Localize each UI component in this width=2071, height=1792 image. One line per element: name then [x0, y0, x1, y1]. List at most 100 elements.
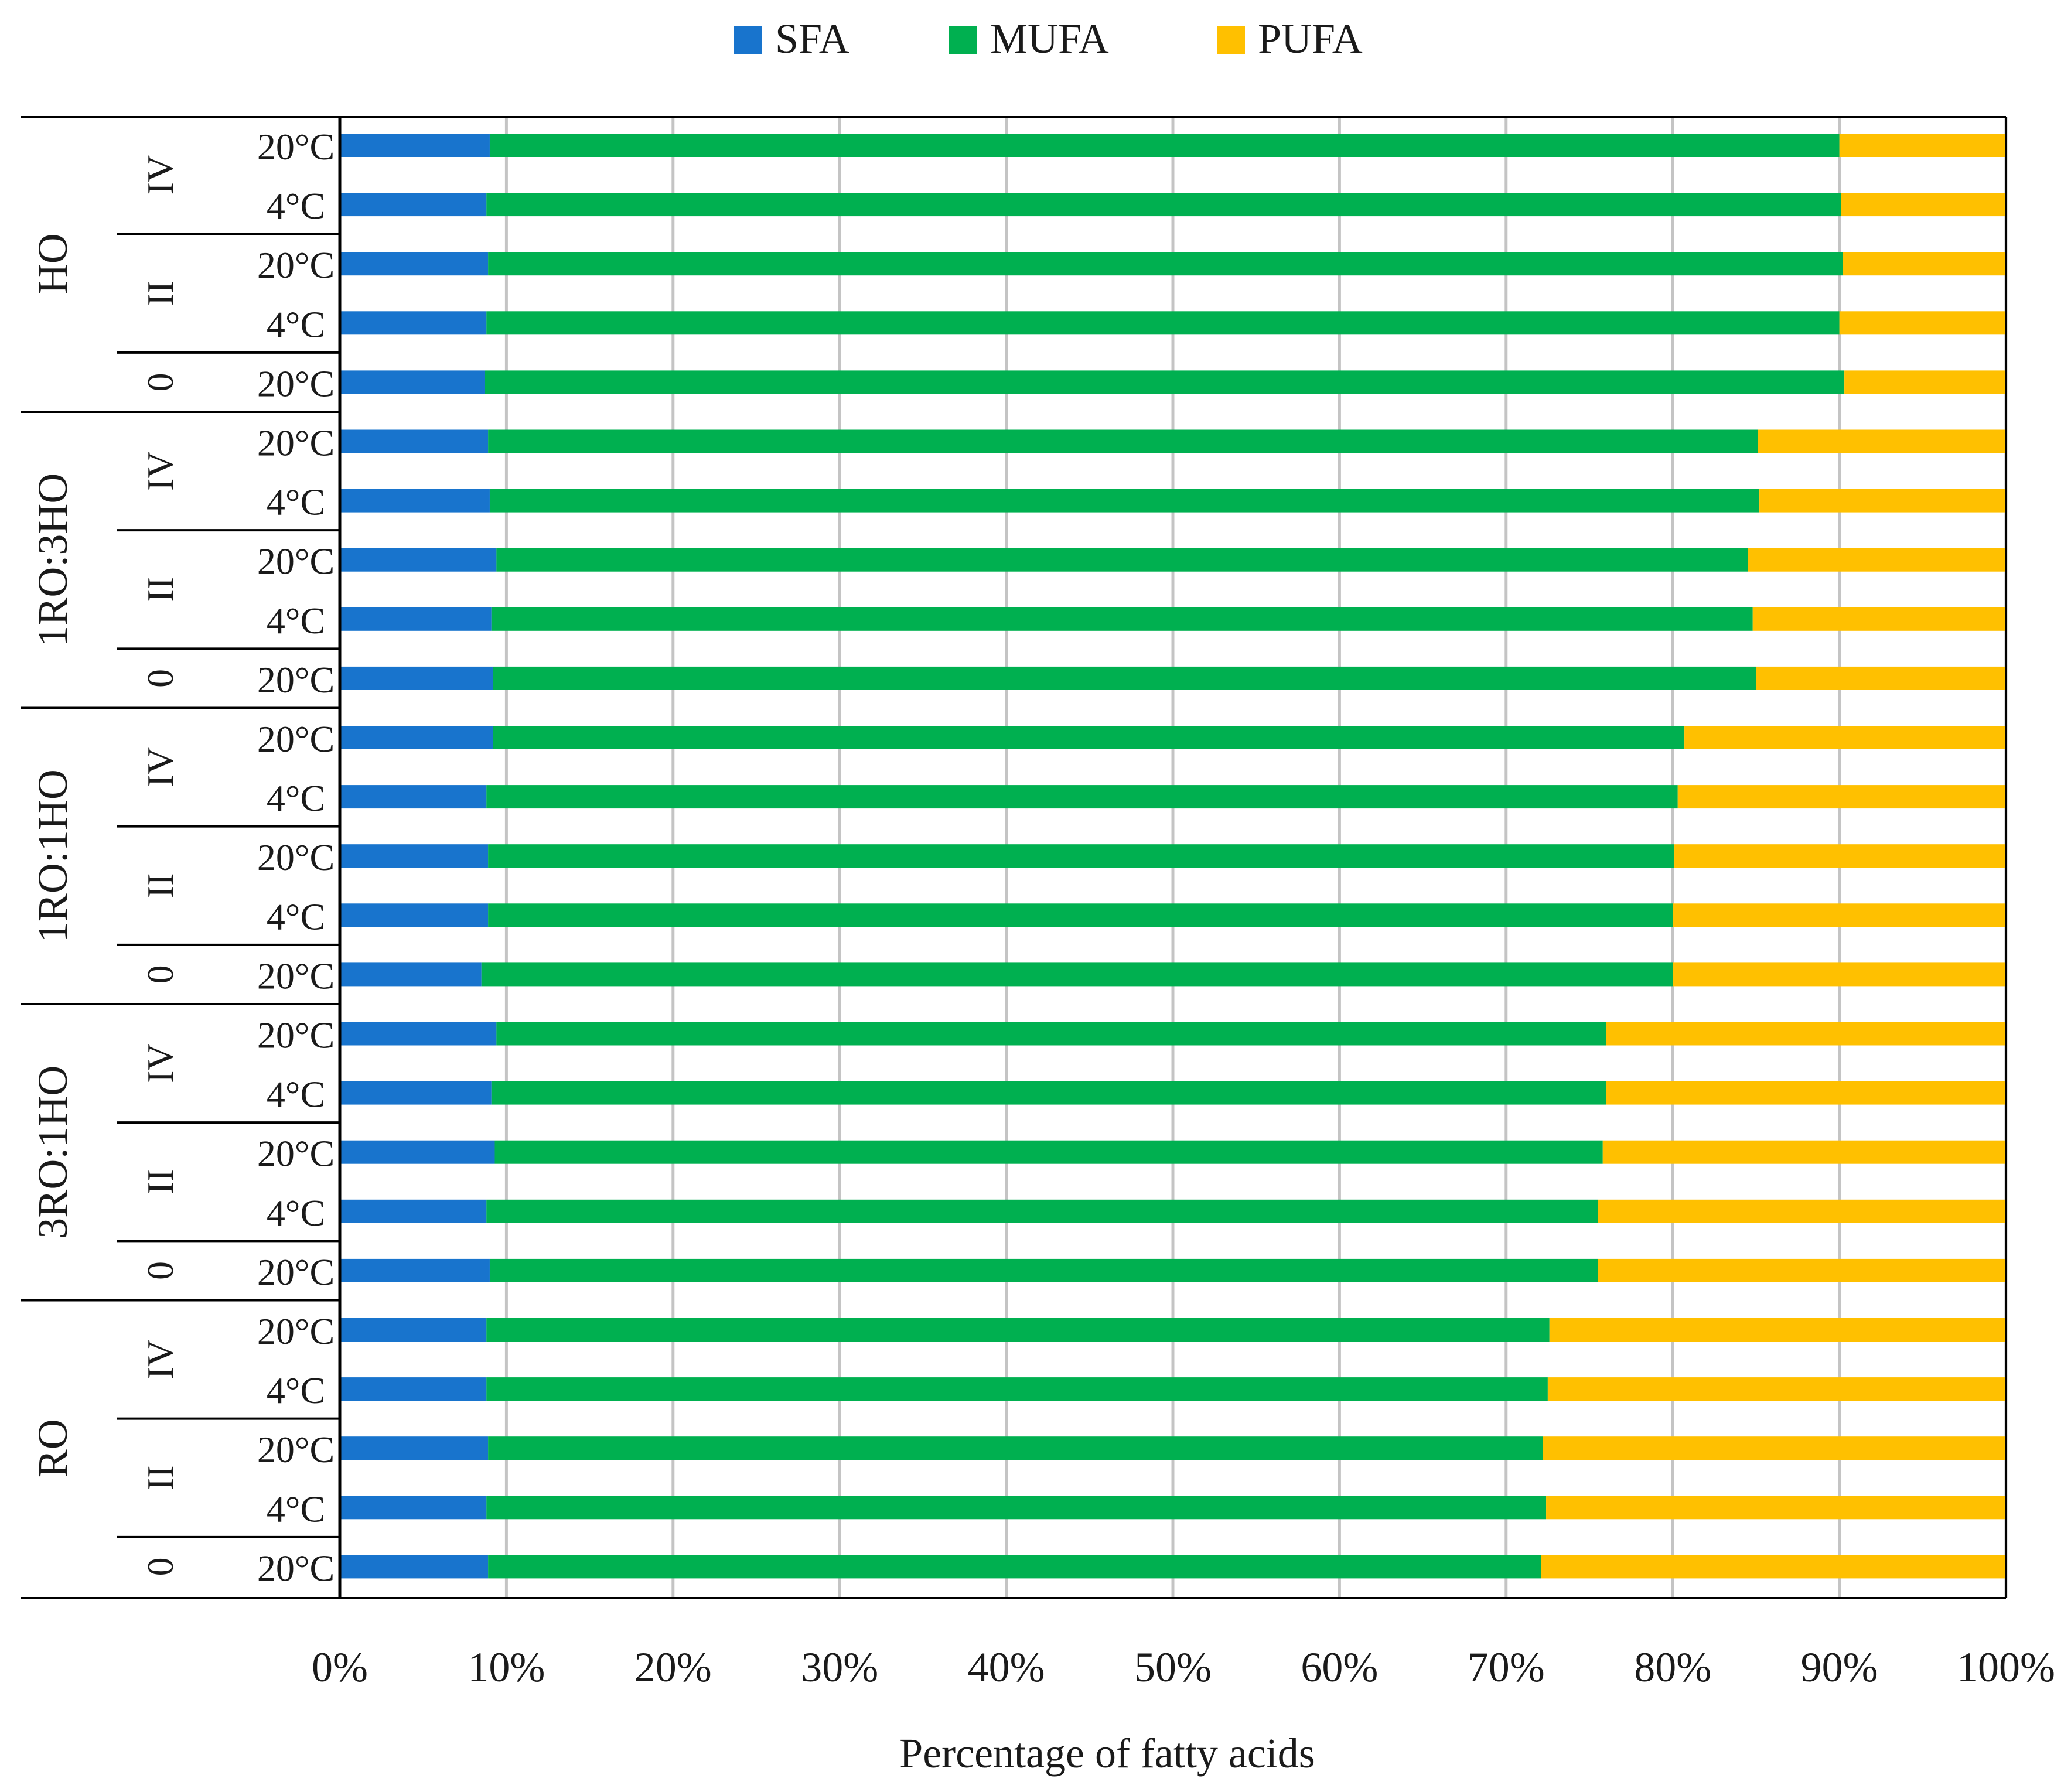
- bar-sfa: [340, 548, 497, 572]
- x-tick-label: 80%: [1634, 1644, 1711, 1691]
- temperature-label: 20°C: [257, 659, 335, 701]
- bar-mufa: [486, 1199, 1598, 1223]
- oil-blend-label: 3RO:1HO: [29, 1066, 76, 1239]
- bar-pufa: [1598, 1258, 2006, 1282]
- bar-mufa: [491, 607, 1753, 631]
- temperature-label: 4°C: [267, 1192, 325, 1234]
- temperature-label: 20°C: [257, 718, 335, 760]
- x-tick-label: 90%: [1801, 1644, 1878, 1691]
- x-tick-label: 70%: [1468, 1644, 1545, 1691]
- bar-pufa: [1606, 1022, 2006, 1046]
- x-tick-label: 100%: [1957, 1644, 2055, 1691]
- bar-mufa: [488, 844, 1675, 868]
- axis-frame: [21, 116, 2007, 1599]
- storage-period-label: II: [139, 1465, 181, 1490]
- bar-sfa: [340, 903, 489, 927]
- bar-sfa: [340, 1377, 487, 1401]
- bar-sfa: [340, 666, 493, 690]
- bar-sfa: [340, 1199, 487, 1223]
- oil-blend-label: 1RO:1HO: [29, 769, 76, 943]
- legend: SFA MUFA PUFA: [734, 15, 1363, 62]
- category-labels: 20°C 4°C IV 20°C 4°C II 20°C 0 HO 20°C 4°C IV 20°C 4°…: [29, 126, 335, 1589]
- bar-pufa: [1543, 1436, 2006, 1460]
- bar-sfa: [340, 193, 487, 217]
- bar-mufa: [493, 726, 1685, 749]
- bar-mufa: [486, 311, 1840, 335]
- temperature-label: 4°C: [267, 185, 325, 227]
- x-tick-label: 0%: [312, 1644, 368, 1691]
- bar-pufa: [1844, 370, 2006, 394]
- bar-pufa: [1674, 844, 2006, 868]
- bar-sfa: [340, 785, 487, 809]
- bar-pufa: [1549, 1318, 2006, 1342]
- temperature-label: 4°C: [267, 1488, 325, 1530]
- legend-swatch-sfa: [734, 26, 762, 54]
- bar-mufa: [489, 1258, 1598, 1282]
- bar-sfa: [340, 1081, 492, 1105]
- bar-mufa: [481, 962, 1673, 987]
- temperature-label: 20°C: [257, 126, 335, 168]
- x-tick-labels: 0% 10% 20% 30% 40% 50% 60% 70% 80% 90% 100%: [312, 1644, 2055, 1691]
- temperature-label: 4°C: [267, 303, 325, 345]
- bar-pufa: [1541, 1555, 2006, 1579]
- x-tick-label: 60%: [1301, 1644, 1378, 1691]
- bar-sfa: [340, 844, 489, 868]
- x-tick-label: 10%: [468, 1644, 545, 1691]
- legend-swatch-mufa: [949, 26, 977, 54]
- bar-mufa: [496, 1022, 1606, 1046]
- temperature-label: 20°C: [257, 1015, 335, 1056]
- bar-mufa: [488, 1555, 1541, 1579]
- temperature-label: 20°C: [257, 1133, 335, 1175]
- oil-blend-label: HO: [29, 233, 76, 294]
- storage-period-label: IV: [139, 1043, 181, 1083]
- bar-sfa: [340, 311, 487, 335]
- bar-mufa: [486, 1318, 1550, 1342]
- bar-pufa: [1673, 903, 2006, 927]
- temperature-label: 20°C: [257, 955, 335, 996]
- storage-period-label: 0: [139, 965, 181, 984]
- bar-mufa: [486, 785, 1678, 809]
- storage-period-label: II: [139, 281, 181, 306]
- legend-label-sfa: SFA: [775, 15, 849, 62]
- bar-pufa: [1677, 785, 2006, 809]
- legend-label-mufa: MUFA: [990, 15, 1109, 62]
- bar-pufa: [1839, 134, 2006, 157]
- bar-pufa: [1546, 1496, 2006, 1520]
- bar-sfa: [340, 726, 493, 749]
- bar-pufa: [1598, 1199, 2006, 1223]
- temperature-label: 20°C: [257, 1429, 335, 1470]
- bar-mufa: [488, 903, 1673, 927]
- bar-mufa: [489, 489, 1760, 513]
- bar-sfa: [340, 489, 490, 513]
- bar-mufa: [496, 548, 1748, 572]
- storage-period-label: IV: [139, 451, 181, 491]
- bar-pufa: [1758, 429, 2006, 453]
- storage-period-label: 0: [139, 373, 181, 391]
- bar-pufa: [1602, 1140, 2006, 1164]
- bar-sfa: [340, 134, 490, 157]
- x-tick-label: 30%: [801, 1644, 878, 1691]
- temperature-label: 4°C: [267, 1074, 325, 1115]
- temperature-label: 4°C: [267, 1370, 325, 1411]
- bar-mufa: [489, 134, 1840, 157]
- temperature-label: 20°C: [257, 1310, 335, 1352]
- bar-pufa: [1684, 726, 2006, 749]
- bar-pufa: [1839, 311, 2006, 335]
- storage-period-label: II: [139, 1169, 181, 1194]
- x-axis-label: Percentage of fatty acids: [899, 1730, 1315, 1777]
- bar-sfa: [340, 1496, 487, 1520]
- legend-label-pufa: PUFA: [1258, 15, 1363, 62]
- temperature-label: 20°C: [257, 1251, 335, 1293]
- bar-mufa: [486, 1496, 1547, 1520]
- bar-mufa: [494, 1140, 1603, 1164]
- bar-sfa: [340, 370, 485, 394]
- storage-period-label: 0: [139, 669, 181, 688]
- bar-pufa: [1748, 548, 2006, 572]
- bar-pufa: [1756, 666, 2006, 690]
- storage-period-label: IV: [139, 1340, 181, 1380]
- temperature-label: 4°C: [267, 777, 325, 819]
- bar-sfa: [340, 962, 482, 987]
- storage-period-label: II: [139, 577, 181, 602]
- bar-sfa: [340, 429, 489, 453]
